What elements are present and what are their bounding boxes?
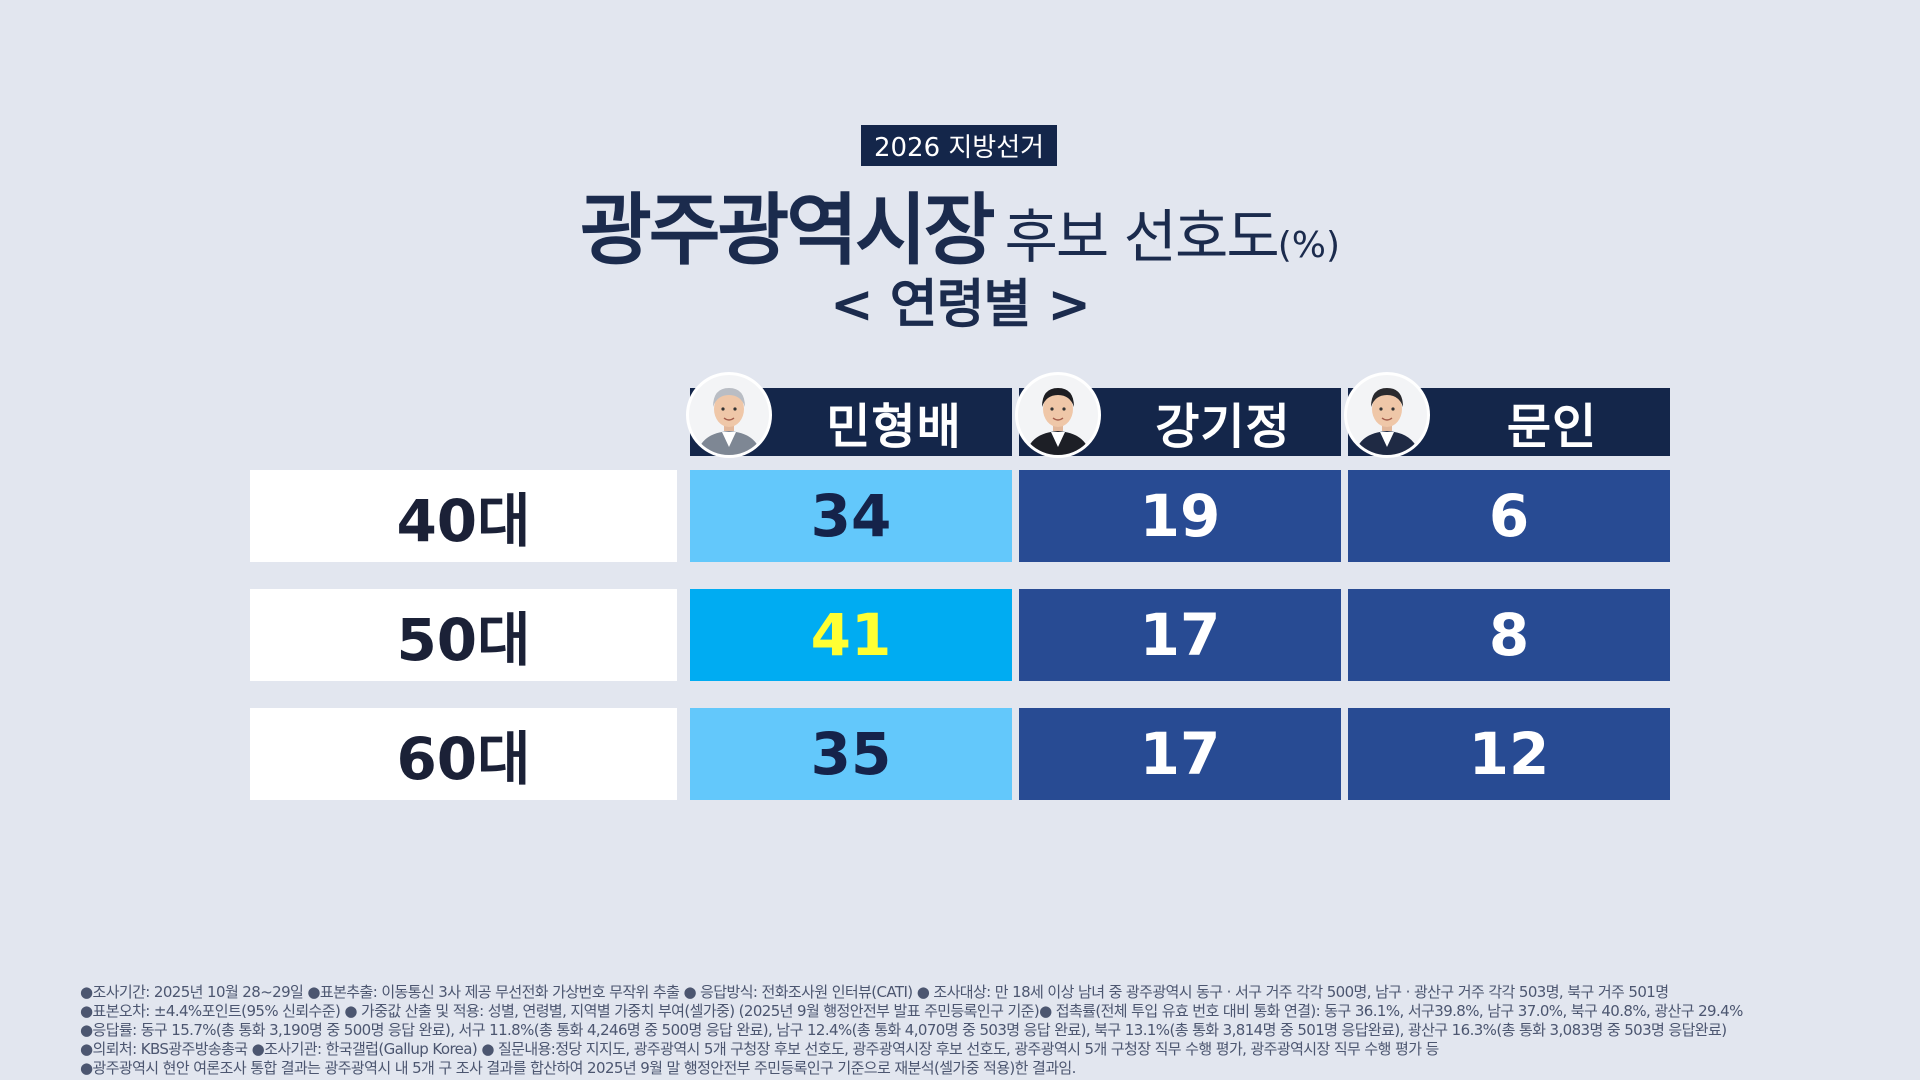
candidate-name: 민형배 [826, 399, 962, 455]
data-cell: 6 [1348, 470, 1670, 562]
data-cell: 19 [1019, 470, 1341, 562]
data-cell: 35 [690, 708, 1012, 800]
candidate-name: 강기정 [1155, 399, 1291, 455]
person-portrait-icon [1015, 372, 1101, 458]
data-cell: 17 [1019, 708, 1341, 800]
title-sub: 후보 선호도 [1004, 203, 1280, 271]
note-line: ●표본오차: ±4.4%포인트(95% 신뢰수준) ● 가중값 산출 및 적용:… [80, 1002, 1743, 1020]
page-title: 광주광역시장 후보 선호도(%) [0, 168, 1920, 280]
data-cell: 12 [1348, 708, 1670, 800]
row-label: 50대 [250, 589, 677, 681]
data-cell: 8 [1348, 589, 1670, 681]
row-label: 60대 [250, 708, 677, 800]
title-main: 광주광역시장 [579, 186, 996, 276]
row-label: 40대 [250, 470, 677, 562]
person-portrait-icon [1344, 372, 1430, 458]
survey-notes: ●조사기간: 2025년 10월 28~29일 ●표본추출: 이동통신 3사 제… [80, 983, 1880, 1078]
data-cell: 17 [1019, 589, 1341, 681]
note-line: ●의뢰처: KBS광주방송총국 ●조사기관: 한국갤럽(Gallup Korea… [80, 1040, 1439, 1058]
note-line: ●광주광역시 현안 여론조사 통합 결과는 광주광역시 내 5개 구 조사 결과… [80, 1059, 1076, 1077]
data-cell: 34 [690, 470, 1012, 562]
candidate-name: 문인 [1506, 399, 1598, 455]
note-line: ●조사기간: 2025년 10월 28~29일 ●표본추출: 이동통신 3사 제… [80, 983, 1669, 1001]
election-badge: 2026 지방선거 [861, 125, 1057, 166]
person-portrait-icon [686, 372, 772, 458]
page-subtitle: < 연령별 > [830, 275, 1091, 335]
note-line: ●응답률: 동구 15.7%(총 통화 3,190명 중 500명 응답 완료)… [80, 1021, 1727, 1039]
data-cell: 41 [690, 589, 1012, 681]
title-unit: (%) [1277, 225, 1341, 266]
